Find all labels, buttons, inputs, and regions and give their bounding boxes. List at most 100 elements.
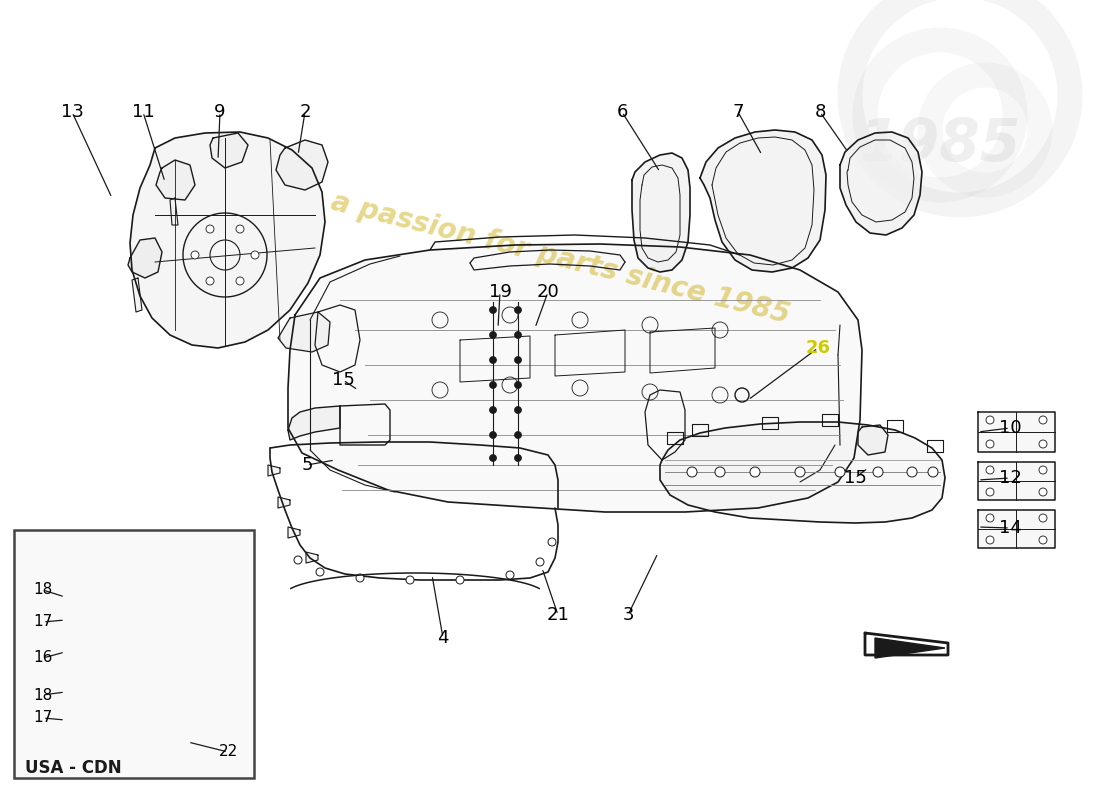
Text: 6: 6 <box>616 103 628 121</box>
Circle shape <box>506 571 514 579</box>
Text: 15: 15 <box>331 371 354 389</box>
Text: 18: 18 <box>33 582 53 598</box>
Circle shape <box>986 514 994 522</box>
Circle shape <box>515 406 521 414</box>
Polygon shape <box>306 552 318 563</box>
Polygon shape <box>128 238 162 278</box>
Text: 9: 9 <box>214 103 225 121</box>
Circle shape <box>986 416 994 424</box>
Text: 15: 15 <box>844 469 867 487</box>
Circle shape <box>406 576 414 584</box>
Circle shape <box>1040 466 1047 474</box>
Circle shape <box>356 574 364 582</box>
Circle shape <box>490 306 496 314</box>
Polygon shape <box>130 132 324 348</box>
Circle shape <box>515 454 521 462</box>
Text: 26: 26 <box>805 339 830 357</box>
Circle shape <box>548 538 556 546</box>
Circle shape <box>316 568 324 576</box>
Polygon shape <box>268 465 280 476</box>
Text: 13: 13 <box>60 103 84 121</box>
Text: 16: 16 <box>33 650 53 666</box>
Circle shape <box>24 549 36 561</box>
Text: 10: 10 <box>999 419 1021 437</box>
Polygon shape <box>288 527 300 538</box>
Polygon shape <box>700 130 826 272</box>
Polygon shape <box>978 412 1055 452</box>
Circle shape <box>177 744 189 756</box>
Circle shape <box>24 739 36 751</box>
Circle shape <box>873 467 883 477</box>
Circle shape <box>1040 416 1047 424</box>
Text: 17: 17 <box>33 710 53 726</box>
Circle shape <box>456 576 464 584</box>
Circle shape <box>928 467 938 477</box>
Circle shape <box>986 536 994 544</box>
Circle shape <box>490 357 496 363</box>
Polygon shape <box>874 638 945 658</box>
Polygon shape <box>978 462 1055 500</box>
Text: 5: 5 <box>301 456 312 474</box>
Text: USA - CDN: USA - CDN <box>25 759 122 777</box>
Text: 12: 12 <box>999 469 1022 487</box>
Circle shape <box>191 251 199 259</box>
Polygon shape <box>210 133 248 168</box>
Circle shape <box>294 556 302 564</box>
Circle shape <box>232 549 244 561</box>
Text: 21: 21 <box>547 606 570 624</box>
Circle shape <box>236 225 244 233</box>
Circle shape <box>515 431 521 438</box>
Polygon shape <box>288 244 862 512</box>
Text: 2: 2 <box>299 103 310 121</box>
Circle shape <box>835 467 845 477</box>
Text: 11: 11 <box>132 103 154 121</box>
Text: 20: 20 <box>537 283 560 301</box>
Text: 1985: 1985 <box>859 117 1021 174</box>
Circle shape <box>490 331 496 338</box>
Text: 7: 7 <box>733 103 744 121</box>
Text: 19: 19 <box>488 283 512 301</box>
Circle shape <box>490 406 496 414</box>
Circle shape <box>688 467 697 477</box>
Polygon shape <box>276 140 328 190</box>
Polygon shape <box>278 312 330 352</box>
Circle shape <box>986 466 994 474</box>
Text: a passion for parts since 1985: a passion for parts since 1985 <box>328 187 792 329</box>
Circle shape <box>515 357 521 363</box>
Circle shape <box>536 558 544 566</box>
Circle shape <box>986 440 994 448</box>
FancyBboxPatch shape <box>14 530 254 778</box>
Text: 17: 17 <box>33 614 53 630</box>
Circle shape <box>232 739 244 751</box>
Text: 18: 18 <box>33 687 53 702</box>
Circle shape <box>236 277 244 285</box>
Circle shape <box>206 277 214 285</box>
Circle shape <box>515 382 521 389</box>
Text: 8: 8 <box>814 103 826 121</box>
Polygon shape <box>632 153 690 272</box>
Circle shape <box>206 225 214 233</box>
Polygon shape <box>278 497 290 508</box>
Text: 4: 4 <box>438 629 449 647</box>
Circle shape <box>1040 514 1047 522</box>
Text: 14: 14 <box>999 519 1022 537</box>
Circle shape <box>908 467 917 477</box>
Circle shape <box>795 467 805 477</box>
Polygon shape <box>132 278 142 312</box>
Polygon shape <box>170 198 178 225</box>
Text: 22: 22 <box>219 745 238 759</box>
Polygon shape <box>660 422 945 523</box>
Circle shape <box>1040 488 1047 496</box>
Circle shape <box>251 251 258 259</box>
Circle shape <box>715 467 725 477</box>
Circle shape <box>490 382 496 389</box>
Circle shape <box>1040 440 1047 448</box>
Text: 3: 3 <box>623 606 634 624</box>
Circle shape <box>750 467 760 477</box>
Polygon shape <box>156 160 195 200</box>
Polygon shape <box>858 425 888 455</box>
Circle shape <box>515 331 521 338</box>
Circle shape <box>490 454 496 462</box>
Polygon shape <box>978 510 1055 548</box>
Polygon shape <box>840 132 922 235</box>
